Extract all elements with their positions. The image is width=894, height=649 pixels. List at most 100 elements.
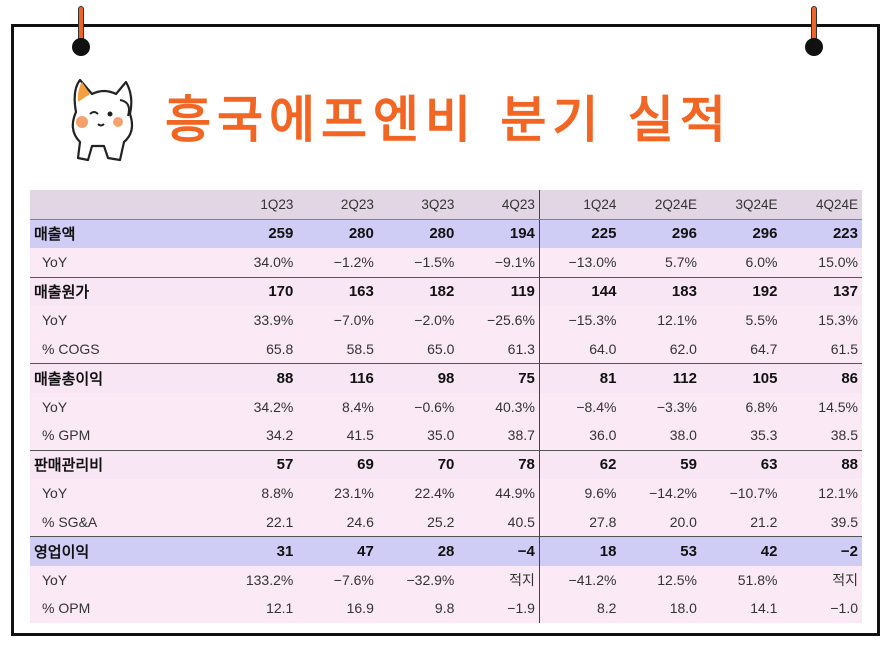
table-cell: 31 (216, 536, 298, 566)
table-cell: −7.0% (297, 306, 378, 335)
table-cell: −8.4% (539, 392, 621, 421)
row-label: 매출총이익 (30, 363, 217, 393)
table-row: 매출총이익 88 116 98 75 81 112 105 86 (30, 363, 862, 393)
table-row: % COGS 65.8 58.5 65.0 61.3 64.0 62.0 64.7 61.5 (30, 334, 862, 364)
table-cell: 296 (620, 218, 701, 248)
table-cell: 133.2% (216, 565, 298, 594)
earnings-table: 1Q23 2Q23 3Q23 4Q23 1Q24 2Q24E 3Q24E 4Q2… (30, 190, 862, 623)
table-cell: 적지 (458, 565, 540, 594)
table-cell: 51.8% (700, 565, 782, 594)
table-cell: 70 (377, 449, 459, 479)
table-cell: 5.5% (700, 306, 782, 335)
table-row: YoY 8.8% 23.1% 22.4% 44.9% 9.6% −14.2% −10.7% 12… (30, 479, 862, 508)
table-cell: 105 (700, 363, 782, 393)
table-cell: 116 (297, 363, 378, 393)
table-cell: 8.2 (539, 594, 621, 623)
table-cell: 64.7 (700, 334, 782, 364)
table-cell: 27.8 (539, 507, 621, 537)
row-label: 매출액 (30, 218, 217, 248)
table-cell: 63 (700, 449, 782, 479)
table-cell: 137 (781, 276, 862, 306)
table-cell: 119 (458, 276, 540, 306)
row-label: YoY (30, 479, 217, 508)
table-cell: 25.2 (377, 507, 459, 537)
table-cell: 65.8 (216, 334, 298, 364)
table-cell: 62 (539, 449, 621, 479)
cat-mascot-icon (58, 72, 150, 168)
page-title: 흥국에프엔비 분기 실적 (165, 91, 732, 149)
table-cell: 34.2% (216, 392, 298, 421)
table-cell: 75 (458, 363, 540, 393)
row-label: 영업이익 (30, 536, 217, 566)
table-cell: 28 (377, 536, 459, 566)
row-label: YoY (30, 306, 217, 335)
table-cell: 296 (700, 218, 782, 248)
table-row: 매출액 259 280 280 194 225 296 296 223 (30, 218, 862, 248)
table-cell: −0.6% (377, 392, 459, 421)
table-cell: 24.6 (297, 507, 378, 537)
table-cell: 20.0 (620, 507, 701, 537)
table-cell: 12.5% (620, 565, 701, 594)
table-cell: 112 (620, 363, 701, 393)
table-cell: −15.3% (539, 306, 621, 335)
table-cell: 14.1 (700, 594, 782, 623)
table-row: 영업이익 31 47 28 −4 18 53 42 −2 (30, 536, 862, 566)
table-cell: −25.6% (458, 306, 540, 335)
table-cell: 15.0% (781, 248, 862, 277)
table-cell: 23.1% (297, 479, 378, 508)
table-cell: 38.0 (620, 421, 701, 450)
table-cell: 12.1% (781, 479, 862, 508)
table-cell: 259 (216, 218, 298, 248)
column-header: 3Q23 (377, 190, 459, 220)
column-header: 1Q24 (539, 190, 621, 220)
row-label: 매출원가 (30, 276, 217, 306)
column-header: 1Q23 (216, 190, 298, 220)
table-cell: 88 (216, 363, 298, 393)
table-cell: 6.0% (700, 248, 782, 277)
table-cell: 34.0% (216, 248, 298, 277)
table-cell: 5.7% (620, 248, 701, 277)
table-cell: 183 (620, 276, 701, 306)
table-cell: 18.0 (620, 594, 701, 623)
table-cell: 39.5 (781, 507, 862, 537)
table-cell: 12.1% (620, 306, 701, 335)
table-cell: −4 (458, 536, 540, 566)
table-cell: 12.1 (216, 594, 298, 623)
table-cell: 33.9% (216, 306, 298, 335)
table-row: YoY 33.9% −7.0% −2.0% −25.6% −15.3% 12.1% 5.5% 1… (30, 306, 862, 335)
table-cell: 81 (539, 363, 621, 393)
table-cell: 64.0 (539, 334, 621, 364)
table-cell: 223 (781, 218, 862, 248)
table-cell: 44.9% (458, 479, 540, 508)
table-cell: 65.0 (377, 334, 459, 364)
table-cell: 6.8% (700, 392, 782, 421)
table-cell: 69 (297, 449, 378, 479)
table-cell: 14.5% (781, 392, 862, 421)
table-cell: −2.0% (377, 306, 459, 335)
table-cell: 16.9 (297, 594, 378, 623)
table-cell: 192 (700, 276, 782, 306)
table-cell: 22.4% (377, 479, 459, 508)
table-cell: 61.3 (458, 334, 540, 364)
table-cell: −7.6% (297, 565, 378, 594)
table-cell: 36.0 (539, 421, 621, 450)
row-label: YoY (30, 565, 217, 594)
table-row: YoY 34.2% 8.4% −0.6% 40.3% −8.4% −3.3% 6.8% 14.5… (30, 392, 862, 421)
table-cell: 35.3 (700, 421, 782, 450)
table-cell: 22.1 (216, 507, 298, 537)
row-label: 판매관리비 (30, 449, 217, 479)
table-cell: −1.5% (377, 248, 459, 277)
table-cell: −1.2% (297, 248, 378, 277)
table-cell: 15.3% (781, 306, 862, 335)
table-cell: 78 (458, 449, 540, 479)
table-cell: −32.9% (377, 565, 459, 594)
table-cell: −14.2% (620, 479, 701, 508)
table-cell: 35.0 (377, 421, 459, 450)
table-cell: 86 (781, 363, 862, 393)
table-cell: 280 (377, 218, 459, 248)
table-cell: 59 (620, 449, 701, 479)
table-row: % GPM 34.2 41.5 35.0 38.7 36.0 38.0 35.3 38.5 (30, 421, 862, 450)
row-label: % OPM (30, 594, 217, 623)
table-cell: 40.5 (458, 507, 540, 537)
table-cell: −13.0% (539, 248, 621, 277)
